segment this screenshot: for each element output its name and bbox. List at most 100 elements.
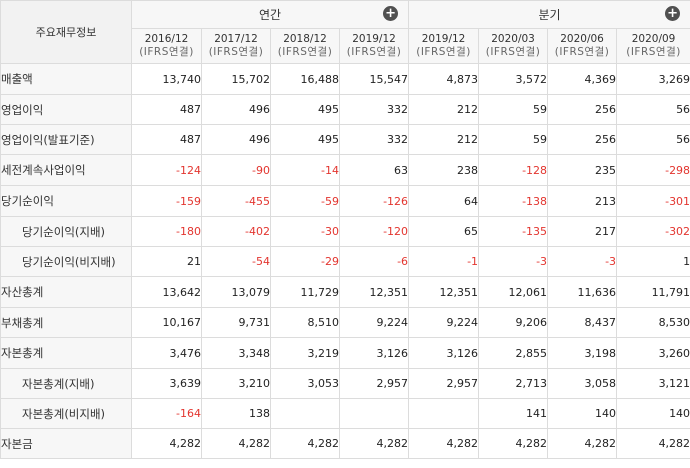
table-cell: -402 — [201, 216, 271, 247]
table-cell: 11,636 — [547, 276, 618, 308]
table-cell: 141 — [478, 398, 549, 429]
table-cell: 212 — [408, 94, 480, 125]
table-row: 당기순이익 -159 -455 -59 -126 64 -138 213 -301 — [0, 185, 690, 217]
row-label: 당기순이익(비지배) — [0, 246, 132, 277]
period-basis: (IFRS연결) — [554, 46, 610, 58]
row-label: 자본총계(지배) — [0, 368, 132, 399]
row-label: 당기순이익(지배) — [0, 216, 132, 247]
row-label: 매출액 — [0, 63, 132, 95]
table-cell: -298 — [616, 154, 690, 186]
table-cell: 3,476 — [131, 337, 202, 369]
group-header-quarterly: 분기 + — [408, 0, 690, 29]
plus-circle-icon[interactable]: + — [383, 6, 399, 21]
table-cell: 4,282 — [547, 428, 618, 459]
table-cell: 15,547 — [338, 63, 410, 95]
period-basis: (IFRS연결) — [416, 46, 471, 58]
period-header: 2019/12 (IFRS연결) — [338, 28, 410, 64]
table-cell: -159 — [131, 185, 202, 217]
table-cell: 4,873 — [408, 63, 480, 95]
row-label: 자본총계(비지배) — [0, 398, 132, 429]
table-cell: 140 — [616, 398, 690, 429]
table-corner-label: 주요재무정보 — [0, 0, 132, 64]
table-cell: -90 — [201, 154, 271, 186]
period-date: 2020/03 — [491, 33, 535, 45]
table-cell: 332 — [338, 94, 410, 125]
table-cell: 3,126 — [338, 337, 410, 369]
table-cell: -3 — [547, 246, 618, 277]
table-row: 자본금 4,282 4,282 4,282 4,282 4,282 4,282 4,282 4,… — [0, 428, 690, 459]
table-row: 자본총계(지배) 3,639 3,210 3,053 2,957 2,957 2,713 3,… — [0, 368, 690, 399]
table-cell: -302 — [616, 216, 690, 247]
table-cell: 9,206 — [478, 307, 549, 338]
period-header: 2020/06 (IFRS연결) — [547, 28, 618, 64]
period-date: 2019/12 — [352, 33, 396, 45]
table-cell: 63 — [338, 154, 410, 186]
table-cell: 256 — [547, 94, 618, 125]
table-cell: 496 — [201, 94, 271, 125]
table-row: 세전계속사업이익 -124 -90 -14 63 238 -128 235 -298 — [0, 154, 690, 186]
table-cell: 1 — [616, 246, 690, 277]
period-header: 2020/09 (IFRS연결) — [616, 28, 690, 64]
table-cell: 2,855 — [478, 337, 549, 369]
table-cell: 8,510 — [270, 307, 340, 338]
table-row: 자본총계(비지배) -164 138 141 140 140 — [0, 398, 690, 429]
period-date: 2019/12 — [421, 33, 466, 45]
table-cell: 65 — [408, 216, 480, 247]
table-cell: 8,530 — [616, 307, 690, 338]
table-cell: -128 — [478, 154, 549, 186]
table-cell: 4,282 — [201, 428, 271, 459]
table-cell: -6 — [338, 246, 410, 277]
table-cell: -124 — [131, 154, 202, 186]
table-row: 영업이익 487 496 495 332 212 59 256 56 — [0, 94, 690, 125]
table-cell: -164 — [131, 398, 202, 429]
table-cell: 12,351 — [338, 276, 410, 308]
table-cell: 9,224 — [338, 307, 410, 338]
table-cell: -54 — [201, 246, 271, 277]
table-cell: 140 — [547, 398, 618, 429]
period-header: 2017/12 (IFRS연결) — [201, 28, 271, 64]
table-cell: 59 — [478, 94, 549, 125]
table-cell: 56 — [616, 124, 690, 155]
table-cell: 4,282 — [131, 428, 202, 459]
table-cell: 9,224 — [408, 307, 480, 338]
table-row: 당기순이익(지배) -180 -402 -30 -120 65 -135 217 -302 — [0, 216, 690, 247]
row-label: 자산총계 — [0, 276, 132, 308]
row-label: 자본금 — [0, 428, 132, 459]
table-cell — [270, 398, 340, 429]
table-row: 영업이익(발표기준) 487 496 495 332 212 59 256 56 — [0, 124, 690, 155]
table-body: 매출액 13,740 15,702 16,488 15,547 4,873 3,572 4,3… — [0, 63, 690, 459]
group-label-quarterly: 분기 — [538, 8, 561, 22]
plus-circle-icon[interactable]: + — [665, 6, 681, 21]
table-cell: -135 — [478, 216, 549, 247]
table-cell: 495 — [270, 124, 340, 155]
table-cell: 59 — [478, 124, 549, 155]
table-cell: -126 — [338, 185, 410, 217]
table-cell: 11,791 — [616, 276, 690, 308]
period-basis: (IFRS연결) — [277, 46, 333, 58]
period-header: 2016/12 (IFRS연결) — [131, 28, 202, 64]
table-cell: 12,351 — [408, 276, 480, 308]
table-cell: 3,572 — [478, 63, 549, 95]
table-cell: 2,713 — [478, 368, 549, 399]
table-cell: 487 — [131, 124, 202, 155]
table-cell: 9,731 — [201, 307, 271, 338]
table-cell: 238 — [408, 154, 480, 186]
table-row: 매출액 13,740 15,702 16,488 15,547 4,873 3,572 4,3… — [0, 63, 690, 95]
table-cell: 13,642 — [131, 276, 202, 308]
table-cell: 21 — [131, 246, 202, 277]
period-date: 2017/12 — [214, 33, 258, 45]
table-cell: 2,957 — [338, 368, 410, 399]
table-cell: 10,167 — [131, 307, 202, 338]
period-basis: (IFRS연결) — [485, 46, 541, 58]
period-basis: (IFRS연결) — [626, 46, 681, 58]
period-date: 2020/09 — [631, 33, 676, 45]
table-cell — [338, 398, 410, 429]
period-date: 2016/12 — [144, 33, 189, 45]
row-label: 자본총계 — [0, 337, 132, 369]
table-cell: 3,348 — [201, 337, 271, 369]
row-label: 영업이익 — [0, 94, 132, 125]
table-cell: 212 — [408, 124, 480, 155]
table-row: 당기순이익(비지배) 21 -54 -29 -6 -1 -3 -3 1 — [0, 246, 690, 277]
table-cell: 56 — [616, 94, 690, 125]
